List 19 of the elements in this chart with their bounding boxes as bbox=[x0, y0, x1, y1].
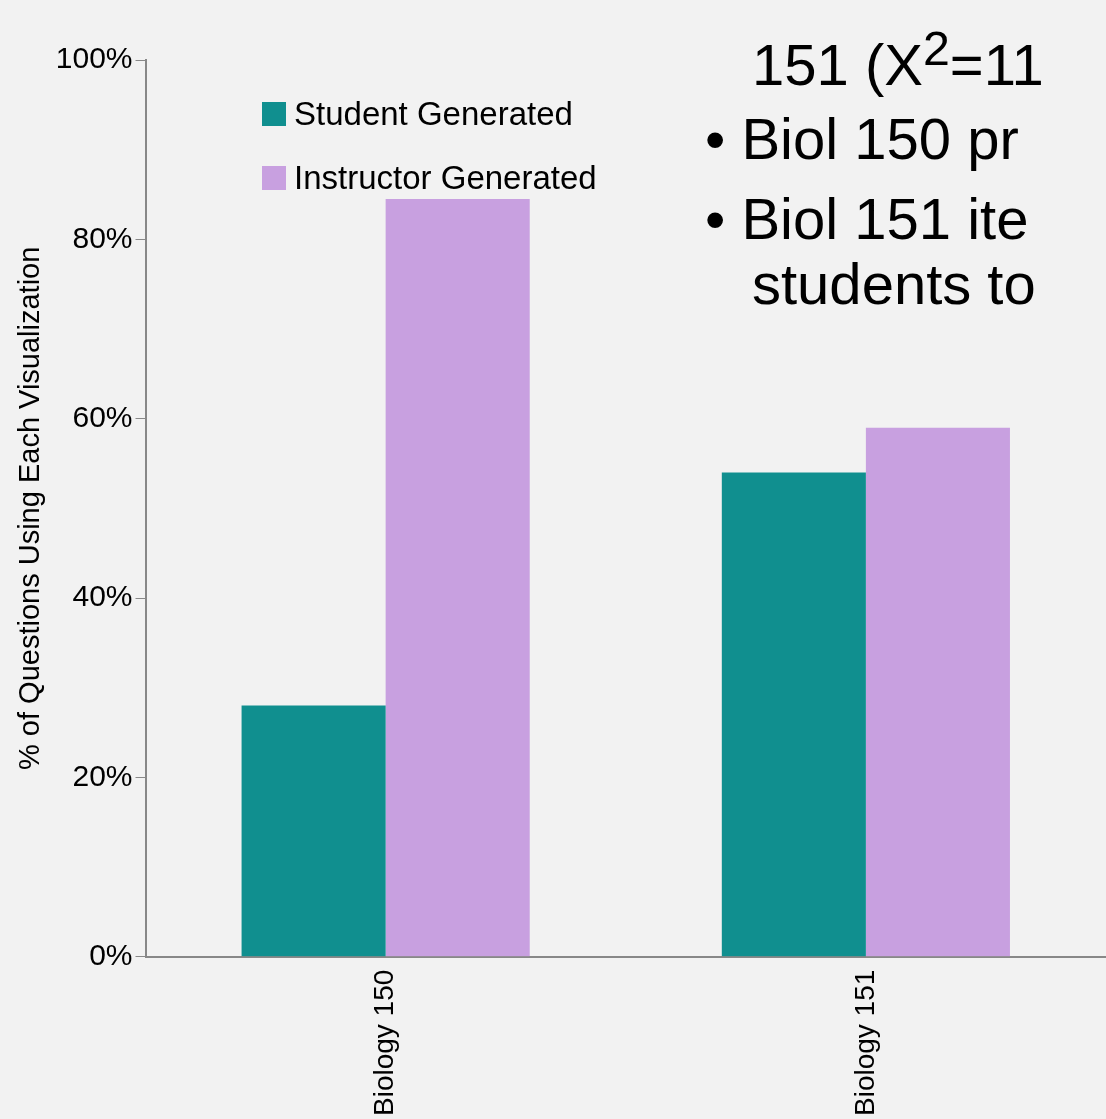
legend-label: Instructor Generated bbox=[294, 159, 597, 197]
annotation: • Biol 150 pr bbox=[705, 105, 1019, 172]
bar bbox=[865, 427, 1010, 957]
bar bbox=[241, 705, 386, 957]
y-axis-title: % of Questions Using Each Visualization bbox=[13, 246, 46, 771]
y-tick-label: 40% bbox=[72, 579, 133, 613]
annotation: 151 (X$^{2}$=11 bbox=[752, 20, 1044, 99]
y-tick-label: 20% bbox=[72, 758, 133, 792]
y-tick-label: 0% bbox=[89, 937, 133, 971]
x-tick-label: Biology 151 bbox=[848, 969, 880, 1117]
y-tick-label: 60% bbox=[72, 399, 133, 433]
bar bbox=[385, 198, 530, 957]
y-tick-label: 100% bbox=[55, 41, 133, 75]
annotation: students to bbox=[752, 250, 1036, 317]
x-tick-label: Biology 150 bbox=[368, 969, 400, 1117]
bar bbox=[721, 472, 866, 957]
y-tick-label: 80% bbox=[72, 220, 133, 254]
legend-label: Student Generated bbox=[294, 95, 573, 133]
annotation: • Biol 151 ite bbox=[705, 185, 1029, 252]
